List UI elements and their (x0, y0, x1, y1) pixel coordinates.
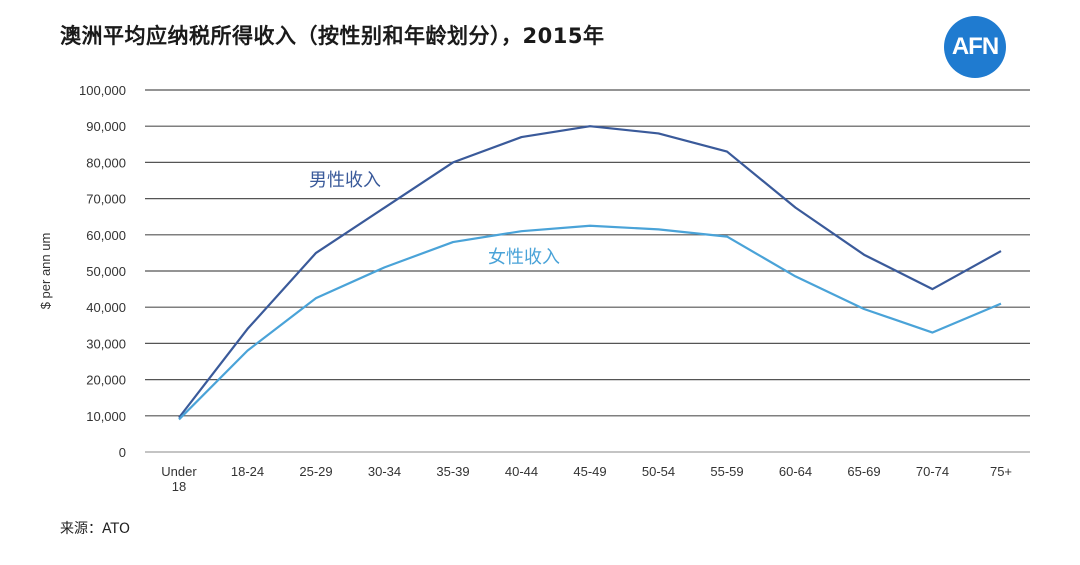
x-tick-label: 45-49 (573, 464, 606, 479)
series-line-female (178, 224, 1002, 421)
y-tick-label: 90,000 (86, 119, 126, 134)
x-tick-label: 40-44 (505, 464, 538, 479)
x-tick-label: 35-39 (436, 464, 469, 479)
y-tick-label: 100,000 (79, 83, 126, 98)
y-tick-label: 30,000 (86, 336, 126, 351)
x-tick-label: 65-69 (847, 464, 880, 479)
x-tick-label: 55-59 (710, 464, 743, 479)
y-tick-label: 10,000 (86, 409, 126, 424)
y-tick-label: 40,000 (86, 300, 126, 315)
y-axis-label: $ per ann um (38, 233, 53, 310)
x-tick-label: 75+ (990, 464, 1012, 479)
source-note: 来源：ATO (60, 521, 131, 537)
y-tick-label: 20,000 (86, 373, 126, 388)
y-tick-label: 0 (119, 445, 126, 460)
y-tick-label: 60,000 (86, 228, 126, 243)
x-tick-label: 50-54 (642, 464, 675, 479)
series-label-male: 男性收入 (309, 170, 381, 191)
x-tick-label: 60-64 (779, 464, 812, 479)
x-tick-label: Under 18 (161, 464, 197, 494)
line-chart: 0 10,000 20,000 30,000 40,000 50,000 60,000 70,… (38, 83, 1030, 494)
y-tick-label: 80,000 (86, 155, 126, 170)
chart-title: 澳洲平均应纳税所得收入（按性别和年龄划分），2015年 (60, 24, 605, 48)
afn-logo: AFN (944, 16, 1006, 78)
y-tick-label: 70,000 (86, 192, 126, 207)
x-tick-label: 25-29 (299, 464, 332, 479)
y-tick-label: 50,000 (86, 264, 126, 279)
logo-text: AFN (951, 33, 999, 60)
x-tick-label: 18-24 (231, 464, 264, 479)
series-line-male (178, 125, 1002, 419)
x-tick-label: 70-74 (916, 464, 949, 479)
series-label-female: 女性收入 (488, 247, 560, 268)
x-tick-label: 30-34 (368, 464, 401, 479)
